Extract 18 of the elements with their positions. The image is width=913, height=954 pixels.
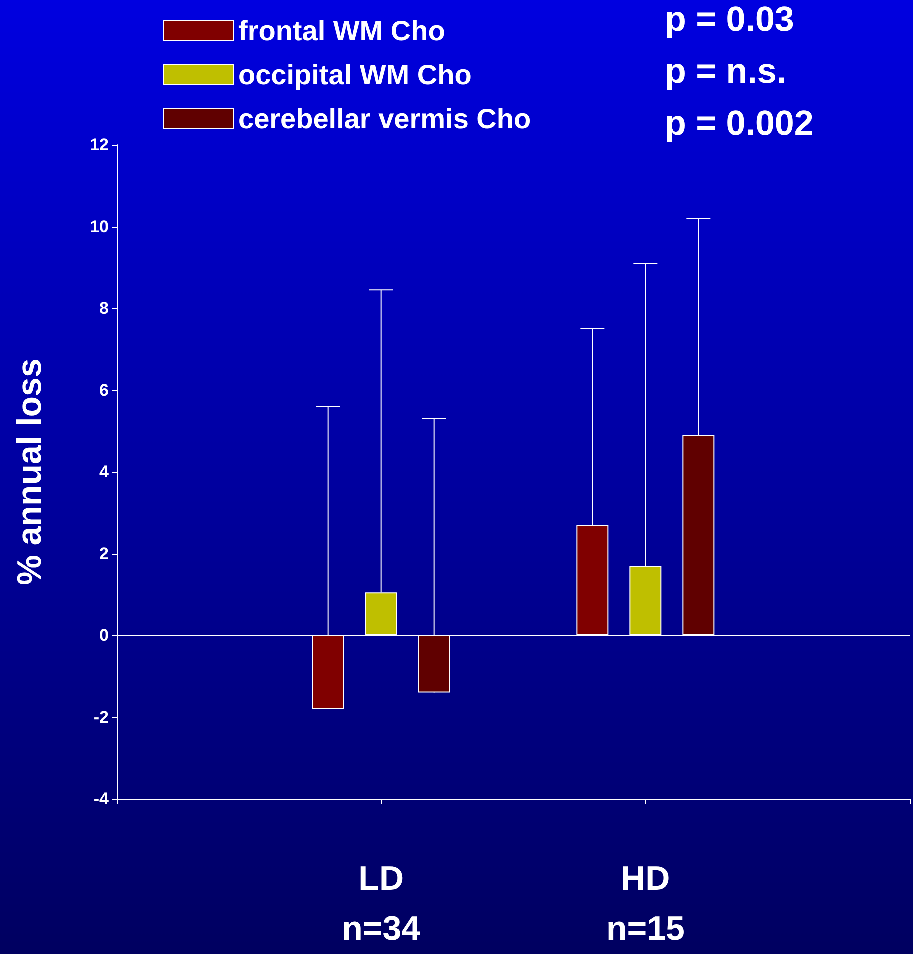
y-tick-label: 4: [100, 462, 110, 482]
y-tick-label: 10: [90, 217, 109, 236]
legend-label: cerebellar vermis Cho: [238, 104, 532, 134]
text: p = n.s.: [665, 52, 787, 91]
y-tick-label: -4: [94, 790, 110, 808]
y-axis-title: % annual loss: [11, 358, 49, 586]
y-tick-label: 6: [100, 380, 109, 400]
text: p = 0.002: [665, 104, 814, 143]
y-tick-label: -2: [94, 708, 109, 727]
x-tick-label: HD n=15: [606, 860, 685, 948]
legend-label: frontal WM Cho: [238, 16, 446, 46]
y-tick-label: 8: [100, 299, 109, 318]
y-tick-label: 12: [90, 136, 109, 154]
x-tick-label: LD n=34: [342, 860, 421, 948]
y-tick-label: 2: [100, 544, 109, 564]
legend-label: occipital WM Cho: [238, 60, 472, 90]
y-tick-label: 0: [100, 626, 109, 645]
text: p = 0.03: [665, 0, 794, 39]
